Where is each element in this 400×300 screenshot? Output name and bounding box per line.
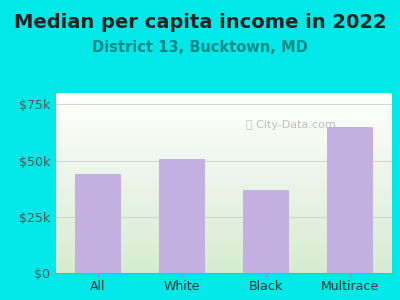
Bar <box>243 190 289 273</box>
Bar <box>159 159 205 273</box>
Text: District 13, Bucktown, MD: District 13, Bucktown, MD <box>92 40 308 56</box>
Text: Median per capita income in 2022: Median per capita income in 2022 <box>14 14 386 32</box>
Bar <box>75 174 121 273</box>
Bar <box>327 127 373 273</box>
Text: ⦿ City-Data.com: ⦿ City-Data.com <box>246 120 336 130</box>
